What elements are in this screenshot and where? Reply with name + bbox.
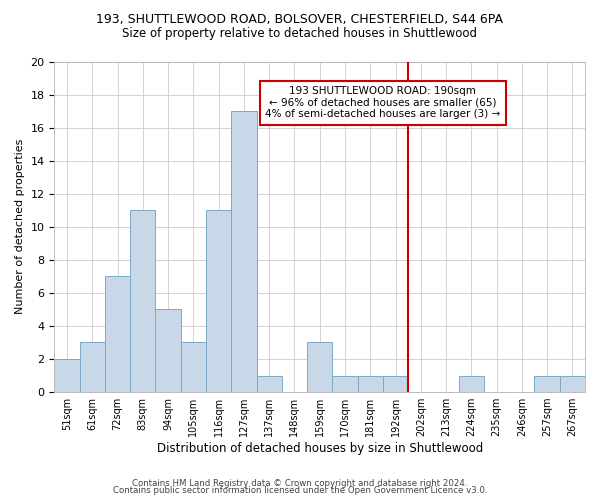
Bar: [560, 376, 585, 392]
Text: Contains public sector information licensed under the Open Government Licence v3: Contains public sector information licen…: [113, 486, 487, 495]
Bar: [130, 210, 155, 392]
Bar: [458, 376, 484, 392]
Bar: [105, 276, 130, 392]
Bar: [231, 111, 257, 392]
X-axis label: Distribution of detached houses by size in Shuttlewood: Distribution of detached houses by size …: [157, 442, 483, 455]
Bar: [206, 210, 231, 392]
Bar: [383, 376, 408, 392]
Bar: [257, 376, 282, 392]
Text: Contains HM Land Registry data © Crown copyright and database right 2024.: Contains HM Land Registry data © Crown c…: [132, 478, 468, 488]
Text: 193, SHUTTLEWOOD ROAD, BOLSOVER, CHESTERFIELD, S44 6PA: 193, SHUTTLEWOOD ROAD, BOLSOVER, CHESTER…: [97, 12, 503, 26]
Bar: [535, 376, 560, 392]
Text: 193 SHUTTLEWOOD ROAD: 190sqm
← 96% of detached houses are smaller (65)
4% of sem: 193 SHUTTLEWOOD ROAD: 190sqm ← 96% of de…: [265, 86, 500, 120]
Bar: [307, 342, 332, 392]
Bar: [55, 359, 80, 392]
Y-axis label: Number of detached properties: Number of detached properties: [15, 139, 25, 314]
Bar: [358, 376, 383, 392]
Bar: [181, 342, 206, 392]
Text: Size of property relative to detached houses in Shuttlewood: Size of property relative to detached ho…: [122, 28, 478, 40]
Bar: [155, 310, 181, 392]
Bar: [332, 376, 358, 392]
Bar: [80, 342, 105, 392]
